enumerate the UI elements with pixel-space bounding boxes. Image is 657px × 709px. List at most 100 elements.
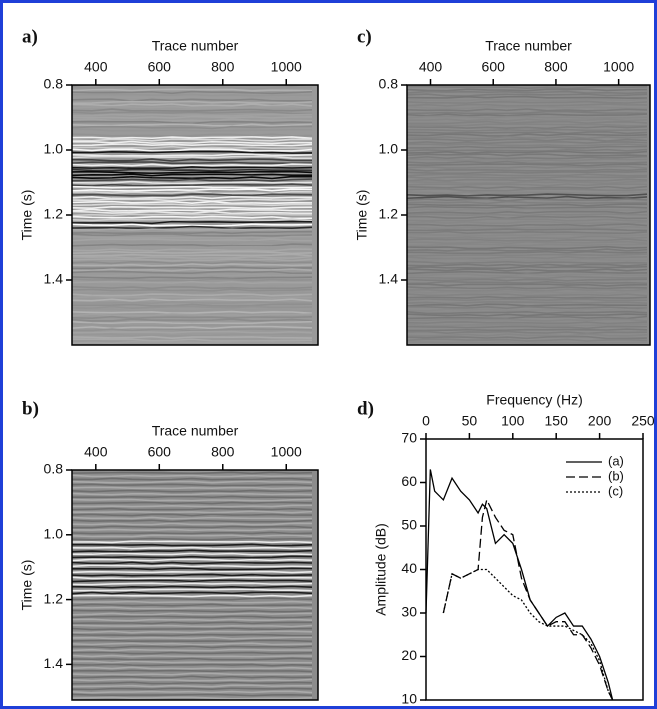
reflector xyxy=(407,288,648,292)
reflector xyxy=(72,486,313,490)
seismic-image xyxy=(72,470,318,700)
reflector xyxy=(72,624,313,628)
reflector xyxy=(72,150,313,154)
reflector xyxy=(72,123,313,127)
reflector xyxy=(72,255,313,260)
reflector xyxy=(72,283,313,287)
reflector xyxy=(72,663,313,667)
reflector xyxy=(407,263,648,267)
reflector xyxy=(407,328,648,332)
reflector xyxy=(72,113,313,117)
reflector xyxy=(72,630,313,634)
reflector xyxy=(72,600,313,604)
reflector xyxy=(72,489,313,493)
x-tick-label: 0 xyxy=(422,413,430,429)
y-tick-label: 30 xyxy=(401,604,417,620)
reflector xyxy=(72,253,313,257)
reflector xyxy=(407,103,648,107)
reflector xyxy=(407,163,648,167)
reflector xyxy=(72,115,313,119)
reflector xyxy=(72,270,313,275)
reflector xyxy=(407,293,648,297)
reflector xyxy=(72,103,313,107)
reflector xyxy=(72,230,313,235)
reflector xyxy=(72,495,313,499)
reflector xyxy=(72,258,313,262)
reflector xyxy=(72,325,313,330)
reflector xyxy=(72,636,313,640)
reflector xyxy=(72,288,313,292)
series-line xyxy=(442,568,614,701)
reflector xyxy=(407,123,648,127)
reflector xyxy=(72,672,313,676)
reflector xyxy=(72,310,313,315)
reflector xyxy=(72,654,313,658)
reflector xyxy=(407,318,648,322)
reflector xyxy=(72,516,313,520)
reflector xyxy=(72,335,313,339)
reflector xyxy=(72,158,313,162)
reflector xyxy=(407,178,648,182)
reflector xyxy=(407,235,648,240)
reflector xyxy=(407,180,648,185)
x-tick-label: 600 xyxy=(482,59,506,75)
reflector xyxy=(72,510,313,514)
y-tick-label: 60 xyxy=(401,473,417,489)
legend-label: (c) xyxy=(608,483,623,498)
reflector xyxy=(72,263,313,267)
reflector xyxy=(407,93,648,97)
y-tick-label: 1.0 xyxy=(44,525,64,541)
reflector xyxy=(407,215,648,220)
reflector xyxy=(72,100,313,105)
reflector xyxy=(407,120,648,125)
reflector xyxy=(72,330,313,334)
reflector xyxy=(72,678,313,682)
y-tick-label: 0.8 xyxy=(379,76,399,92)
reflector xyxy=(407,150,648,155)
y-tick-label: 1.4 xyxy=(379,271,399,287)
reflector xyxy=(72,639,313,643)
reflector xyxy=(72,266,313,270)
reflector xyxy=(72,540,313,544)
reflector xyxy=(72,180,313,185)
reflector xyxy=(72,235,313,240)
reflector xyxy=(407,313,648,317)
reflector xyxy=(72,669,313,673)
reflector xyxy=(407,113,648,117)
y-tick-label: 1.0 xyxy=(379,141,399,157)
reflector xyxy=(407,158,648,162)
reflector xyxy=(72,588,313,592)
reflector xyxy=(407,145,648,149)
reflector xyxy=(407,115,648,119)
reflector xyxy=(407,205,648,209)
reflector xyxy=(407,341,648,345)
reflector xyxy=(72,660,313,664)
reflector xyxy=(407,335,648,340)
x-tick-label: 800 xyxy=(211,59,235,75)
reflector xyxy=(407,286,648,290)
reflector xyxy=(407,223,648,227)
reflector xyxy=(72,125,313,130)
reflector xyxy=(407,110,648,115)
reflector xyxy=(72,213,313,217)
reflector xyxy=(72,696,313,700)
reflector xyxy=(72,320,313,325)
reflector xyxy=(72,178,313,182)
reflector xyxy=(72,498,313,502)
x-tick-label: 600 xyxy=(148,444,172,460)
reflector xyxy=(407,323,648,327)
reflector xyxy=(72,238,313,242)
reflector xyxy=(407,225,648,230)
reflector xyxy=(407,90,648,95)
y-tick-label: 1.4 xyxy=(44,271,64,287)
reflector xyxy=(72,295,313,300)
reflector xyxy=(72,260,313,265)
reflector xyxy=(407,280,648,285)
reflector xyxy=(72,138,313,142)
reflector xyxy=(72,133,313,137)
reflector xyxy=(407,278,648,282)
reflector xyxy=(72,594,313,598)
x-tick-label: 1000 xyxy=(271,59,302,75)
reflector xyxy=(407,128,648,132)
